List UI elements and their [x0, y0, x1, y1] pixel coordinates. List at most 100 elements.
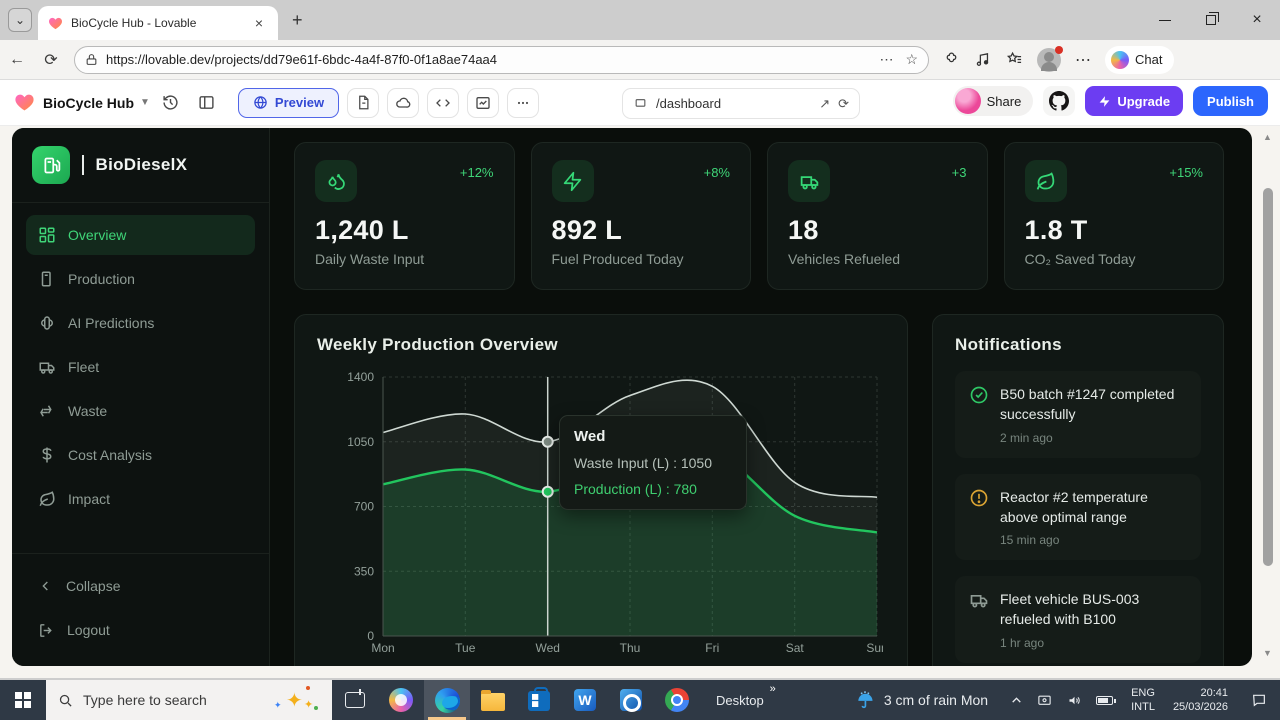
search-icon: [59, 694, 72, 707]
notification-fleet-refueled[interactable]: Fleet vehicle BUS-003 refueled with B100…: [955, 576, 1201, 663]
media-hub-icon[interactable]: [974, 51, 991, 68]
logout-button[interactable]: Logout: [26, 610, 255, 650]
svg-text:Tue: Tue: [455, 641, 476, 655]
tray-expand-icon[interactable]: [1010, 694, 1023, 707]
sidebar-item-label: Production: [68, 271, 135, 287]
brain-icon: [40, 316, 54, 330]
scroll-up-icon[interactable]: ▲: [1263, 132, 1272, 142]
tooltip-waste-input: Waste Input (L) : 1050: [574, 455, 712, 471]
project-chevron-down-icon[interactable]: ▼: [140, 97, 150, 108]
favorite-star-icon[interactable]: ☆: [905, 51, 918, 67]
screen-cast-icon[interactable]: [1036, 693, 1053, 708]
edge-icon: [434, 687, 460, 713]
upgrade-button[interactable]: Upgrade: [1085, 86, 1184, 116]
preview-button[interactable]: Preview: [237, 87, 340, 118]
battery-icon[interactable]: [1096, 695, 1117, 705]
weather-widget[interactable]: 3 cm of rain Mon: [843, 680, 1000, 720]
copilot-icon: [1111, 50, 1129, 69]
settings-more-icon[interactable]: ⋯: [1075, 51, 1091, 69]
file-button[interactable]: [347, 87, 380, 118]
new-tab-button[interactable]: +: [292, 10, 303, 30]
cloud-button[interactable]: [387, 87, 420, 118]
refresh-button[interactable]: ⟳: [44, 51, 58, 69]
window-restore-button[interactable]: [1188, 0, 1234, 40]
sidebar-item-overview[interactable]: Overview: [26, 215, 255, 255]
collapse-sidebar-button[interactable]: Collapse: [26, 566, 255, 606]
analytics-button[interactable]: [467, 87, 500, 118]
production-chart[interactable]: 0 350 700 1050 1400 Mon Tue Wed Thu Fri Sat Sun: [317, 369, 883, 659]
notification-text: Fleet vehicle BUS-003 refueled with B100: [1000, 591, 1140, 628]
browser-tab[interactable]: BioCycle Hub - Lovable ×: [38, 6, 278, 40]
browser-toolbar: ← ⟳ https://lovable.dev/projects/dd79e61…: [0, 40, 1280, 80]
globe-icon: [254, 96, 267, 109]
taskbar-clock[interactable]: 20:41 25/03/2026: [1163, 680, 1238, 720]
project-name[interactable]: BioCycle Hub: [43, 94, 135, 111]
desktop-label: Desktop: [716, 692, 764, 708]
file-explorer-button[interactable]: [470, 680, 516, 720]
edge-taskbar-button[interactable]: [424, 680, 470, 720]
task-view-button[interactable]: [332, 680, 378, 720]
stat-value: 1,240 L: [315, 215, 409, 245]
window-minimize-button[interactable]: [1142, 0, 1188, 40]
github-button[interactable]: [1043, 86, 1076, 116]
outlook-button[interactable]: [608, 680, 654, 720]
droplets-icon: [315, 160, 357, 202]
sidebar-item-label: Overview: [68, 227, 127, 243]
chevrons-right-icon[interactable]: »: [769, 683, 776, 695]
preview-frame: BioDieselX Overview Production AI Predic…: [0, 126, 1280, 678]
notification-reactor-temperature[interactable]: Reactor #2 temperature above optimal ran…: [955, 473, 1201, 561]
language-code: ENG: [1131, 687, 1155, 699]
biodieselx-app: BioDieselX Overview Production AI Predic…: [12, 128, 1252, 666]
stat-card-fuel-produced: +8% 892 L Fuel Produced Today: [530, 142, 751, 290]
weather-text: 3 cm of rain Mon: [883, 692, 989, 708]
notification-batch-completed[interactable]: B50 batch #1247 completed successfully 2…: [955, 371, 1201, 458]
sidebar-item-production[interactable]: Production: [26, 259, 255, 299]
page-scrollbar[interactable]: ▲ ▼: [1260, 126, 1276, 678]
share-button[interactable]: Share: [952, 86, 1034, 116]
microsoft-store-button[interactable]: [516, 680, 562, 720]
language-indicator[interactable]: ENG INTL: [1123, 680, 1163, 720]
speaker-icon[interactable]: [1066, 693, 1083, 708]
tab-search-chevron-icon[interactable]: ⌄: [8, 8, 32, 32]
sidebar-item-fleet[interactable]: Fleet: [26, 347, 255, 387]
chrome-button[interactable]: [654, 680, 700, 720]
scroll-down-icon[interactable]: ▼: [1263, 648, 1272, 658]
toolbar-more-button[interactable]: [507, 87, 540, 118]
start-button[interactable]: [0, 680, 46, 720]
tab-close-icon[interactable]: ×: [254, 15, 264, 31]
reload-preview-icon[interactable]: ⟳: [838, 95, 849, 111]
window-close-button[interactable]: ×: [1252, 11, 1262, 28]
history-icon[interactable]: [156, 88, 186, 118]
browser-essentials-icon[interactable]: [943, 51, 960, 68]
profile-avatar[interactable]: [1037, 45, 1063, 72]
sidebar-item-label: AI Predictions: [68, 315, 155, 331]
collections-icon[interactable]: [1005, 51, 1023, 68]
action-center-button[interactable]: [1238, 680, 1280, 720]
desktop-toolbar[interactable]: Desktop »: [700, 680, 780, 720]
copilot-button[interactable]: [378, 680, 424, 720]
sidebar-item-impact[interactable]: Impact: [26, 479, 255, 519]
scrollbar-thumb[interactable]: [1263, 188, 1273, 566]
sidebar-item-ai-predictions[interactable]: AI Predictions: [26, 303, 255, 343]
windows-taskbar: Type here to search ✦ ✦ ✦ W Desktop » 3 …: [0, 680, 1280, 720]
app-brand: BioDieselX: [12, 128, 269, 203]
sidebar-item-waste[interactable]: Waste: [26, 391, 255, 431]
publish-button[interactable]: Publish: [1193, 86, 1268, 116]
address-bar[interactable]: https://lovable.dev/projects/dd79e61f-6b…: [74, 45, 929, 74]
collaborator-avatar: [954, 88, 981, 114]
back-button[interactable]: ←: [9, 50, 25, 68]
stat-label: CO₂ Saved Today: [1024, 251, 1136, 267]
leaf-icon: [39, 491, 55, 506]
search-highlights-icon: ✦ ✦ ✦: [274, 686, 318, 714]
sidebar-item-label: Fleet: [68, 359, 100, 375]
taskbar-search[interactable]: Type here to search ✦ ✦ ✦: [46, 680, 332, 720]
open-external-icon[interactable]: ↗: [819, 95, 831, 111]
word-button[interactable]: W: [562, 680, 608, 720]
panel-left-icon[interactable]: [192, 88, 222, 118]
copilot-chat-button[interactable]: Chat: [1105, 45, 1175, 74]
more-actions-icon[interactable]: ⋯: [879, 51, 894, 67]
sidebar-item-cost-analysis[interactable]: Cost Analysis: [26, 435, 255, 475]
code-button[interactable]: [427, 87, 460, 118]
umbrella-rain-icon: [858, 691, 873, 709]
route-input[interactable]: /dashboard ↗ ⟳: [622, 88, 860, 119]
